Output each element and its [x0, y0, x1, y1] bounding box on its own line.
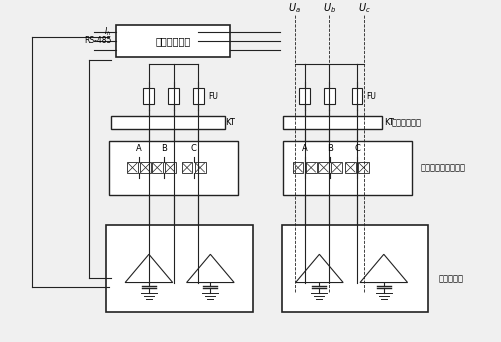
Text: B: B — [160, 144, 166, 153]
Bar — [194, 162, 205, 173]
Bar — [323, 88, 334, 104]
Text: C: C — [190, 144, 196, 153]
Text: 电力电容器: 电力电容器 — [437, 274, 462, 283]
Bar — [318, 162, 329, 173]
Text: FU: FU — [366, 92, 376, 101]
Text: RS-485: RS-485 — [84, 36, 111, 45]
Bar — [292, 162, 303, 173]
Bar — [193, 88, 203, 104]
Text: $I_h$: $I_h$ — [104, 26, 111, 38]
Text: A: A — [136, 144, 142, 153]
Bar — [282, 141, 411, 195]
Bar — [282, 116, 381, 129]
Text: FU: FU — [207, 92, 217, 101]
Bar — [305, 162, 316, 173]
Bar — [357, 162, 368, 173]
Bar — [143, 88, 154, 104]
Bar — [116, 25, 230, 56]
Bar — [151, 162, 162, 173]
Text: 可控硅复合开关电路: 可控硅复合开关电路 — [420, 163, 464, 173]
Bar — [111, 116, 225, 129]
Bar — [331, 162, 342, 173]
Text: B: B — [327, 144, 333, 153]
Text: $U_c$: $U_c$ — [357, 1, 370, 15]
Text: KT: KT — [383, 118, 393, 127]
Bar — [344, 162, 355, 173]
Bar — [181, 162, 192, 173]
Bar — [106, 225, 253, 312]
Text: 线路保护单元: 线路保护单元 — [391, 118, 421, 127]
Bar — [351, 88, 362, 104]
Bar — [164, 162, 175, 173]
Bar — [127, 162, 138, 173]
Bar — [281, 225, 427, 312]
Bar — [140, 162, 151, 173]
Text: 智能测控单元: 智能测控单元 — [155, 36, 190, 46]
Text: C: C — [353, 144, 359, 153]
Text: A: A — [301, 144, 307, 153]
Bar — [109, 141, 237, 195]
Bar — [299, 88, 309, 104]
Text: KT: KT — [225, 118, 234, 127]
Bar — [168, 88, 179, 104]
Text: $U_a$: $U_a$ — [288, 1, 301, 15]
Text: $U_b$: $U_b$ — [322, 1, 335, 15]
